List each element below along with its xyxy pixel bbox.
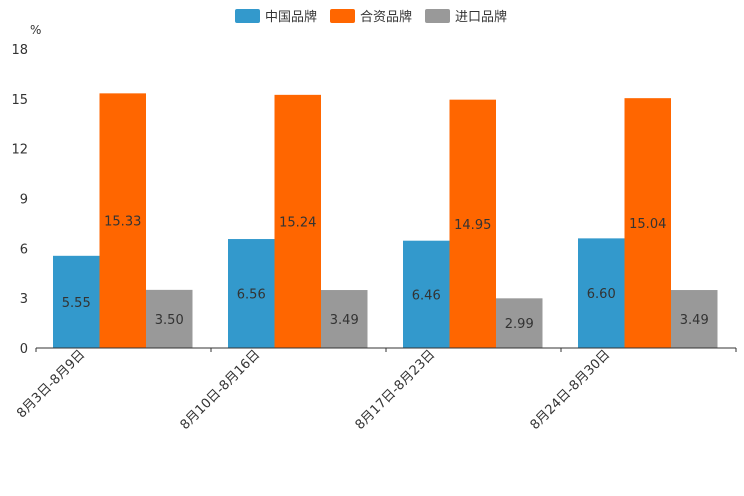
bar-1-4: [578, 238, 625, 348]
bar-2-3: [449, 99, 496, 349]
bar-value-label: 3.50: [155, 313, 184, 328]
y-tick-label: 15: [11, 93, 28, 108]
x-tick-label: 8月10日-8月16日: [178, 347, 264, 433]
x-axis: 8月3日-8月9日 8月10日-8月16日 8月17日-8月23日 8月24日-8月3…: [14, 347, 737, 433]
bar-value-label: 6.46: [412, 288, 441, 303]
y-axis-unit-label: %: [30, 23, 41, 37]
bar-3-2: [321, 290, 368, 348]
y-axis: 0 3 6 9 12 15 18: [11, 43, 28, 357]
bar-value-label: 6.60: [587, 287, 616, 302]
y-tick-label: 0: [20, 342, 28, 357]
bars: 5.55 15.33 3.50 6.56 15.24 3.49 6.46 14.95 2.99 6…: [53, 93, 718, 349]
bar-2-1: [99, 93, 146, 348]
x-tick-label: 8月3日-8月9日: [14, 347, 88, 421]
bar-1-2: [228, 239, 275, 348]
legend: 中国品牌 合资品牌 进口品牌: [235, 9, 507, 25]
y-tick-label: 6: [20, 242, 28, 257]
bar-2-2: [274, 94, 321, 348]
legend-swatch-3: [425, 9, 450, 23]
legend-label-2: 合资品牌: [360, 9, 412, 25]
bar-value-label: 15.24: [279, 215, 316, 230]
bar-1-1: [53, 255, 100, 348]
bar-value-label: 5.55: [62, 296, 91, 311]
bar-value-label: 15.04: [629, 217, 666, 232]
bar-value-label: 3.49: [330, 313, 359, 328]
y-tick-label: 12: [11, 143, 28, 158]
bar-2-4: [624, 98, 671, 349]
y-tick-label: 3: [20, 292, 28, 307]
bar-value-label: 3.49: [680, 313, 709, 328]
bar-3-4: [671, 290, 718, 348]
legend-label-1: 中国品牌: [265, 9, 317, 25]
legend-swatch-2: [330, 9, 355, 23]
bar-1-3: [403, 240, 450, 348]
x-tick-label: 8月17日-8月23日: [353, 347, 439, 433]
bar-value-label: 15.33: [104, 215, 141, 230]
bar-value-label: 2.99: [505, 317, 534, 332]
x-tick-label: 8月24日-8月30日: [528, 347, 614, 433]
bar-3-1: [146, 289, 193, 348]
bar-value-label: 14.95: [454, 218, 491, 233]
bar-3-3: [496, 298, 543, 348]
y-tick-label: 18: [11, 43, 28, 58]
bar-value-label: 6.56: [237, 288, 266, 303]
legend-label-3: 进口品牌: [455, 9, 507, 25]
legend-swatch-1: [235, 9, 260, 23]
y-tick-label: 9: [20, 193, 28, 208]
